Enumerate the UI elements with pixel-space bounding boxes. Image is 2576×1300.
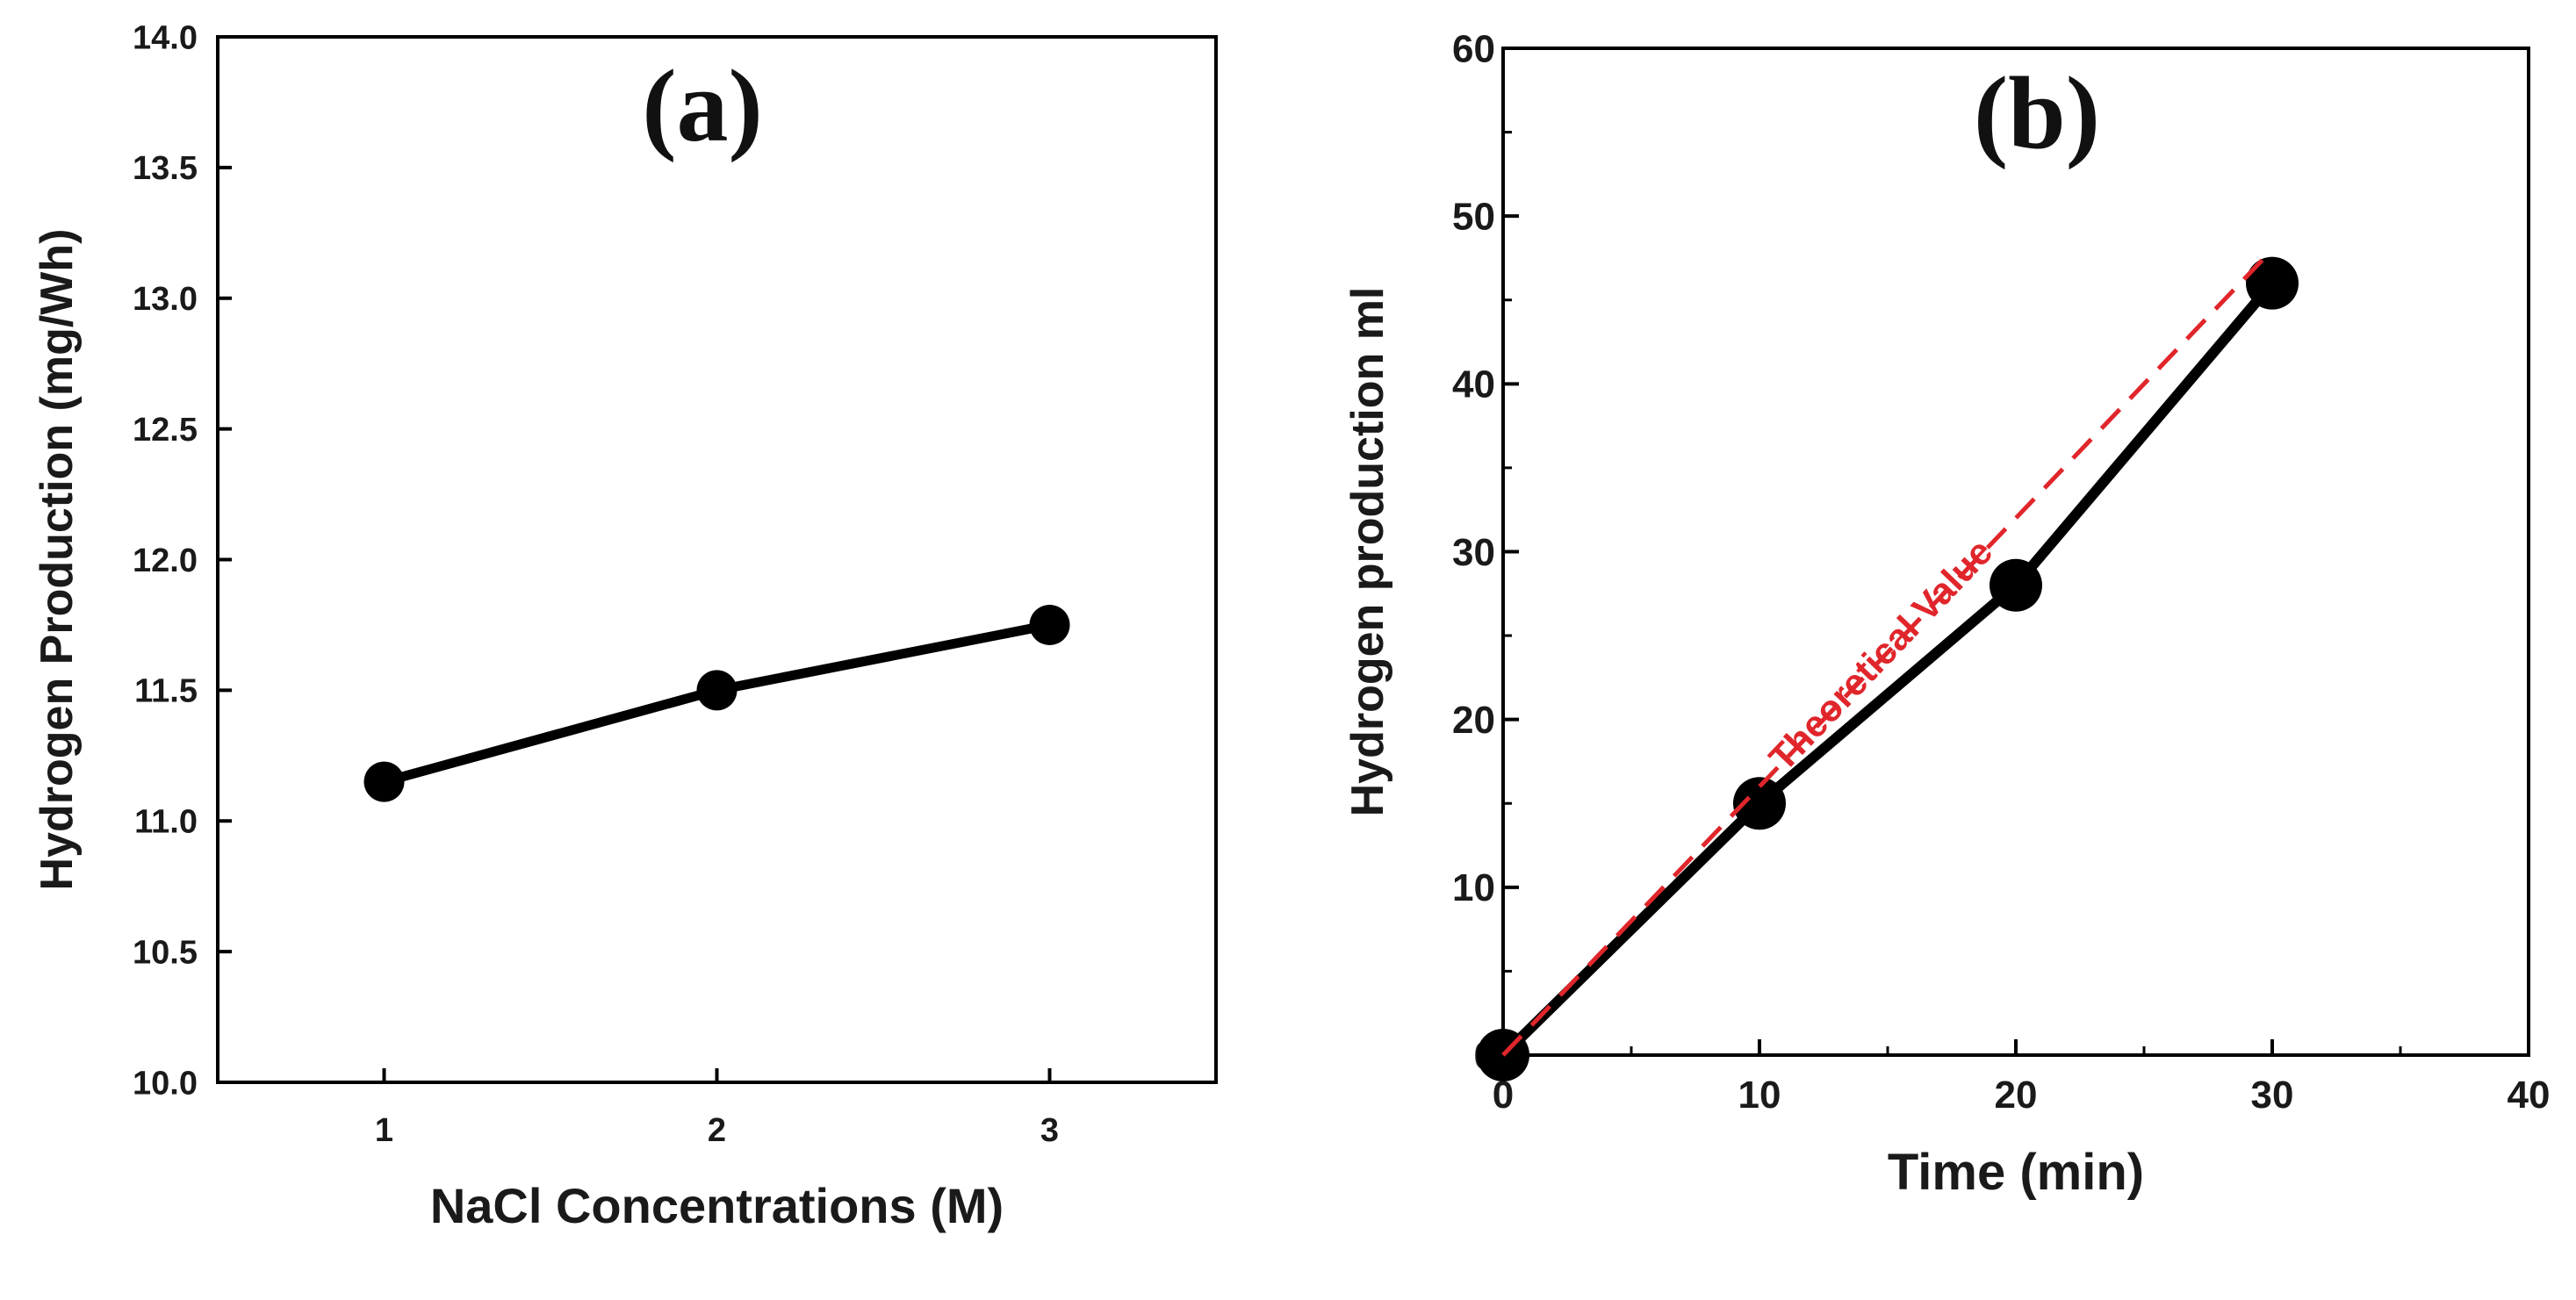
panel-a-y-tick-label: 11.0 (134, 804, 198, 841)
panel-a-data-point (363, 761, 405, 802)
panel-a-y-tick-label: 13.0 (133, 281, 198, 318)
panel-b-x-tick-label: 20 (1995, 1074, 2038, 1117)
panel-a-data-point (696, 670, 738, 711)
panel-b-data-point (1733, 777, 1786, 830)
panel-b-data-line (1499, 279, 2277, 1059)
panel-a-y-tick-label: 12.5 (133, 412, 198, 449)
panel-a-y-tick-label: 11.5 (134, 673, 198, 710)
panel-b-x-tick-label: 40 (2508, 1074, 2551, 1117)
panel-b-y-tick-label: 60 (1452, 27, 1495, 70)
panel-b-y-tick-label: 10 (1452, 866, 1495, 909)
panel-a-plot-frame (216, 35, 1218, 1084)
panel-b-theoretical-line (1501, 248, 2274, 1057)
panel-a-y-tick-label: 13.5 (133, 150, 198, 187)
panel-a-data-point (1029, 604, 1070, 645)
panel-b-y-tick-label: 40 (1452, 363, 1495, 406)
panel-b-data-point (1990, 558, 2042, 612)
panel-a-label: (a) (642, 48, 763, 163)
panel-b-data-point (2246, 256, 2299, 310)
panel-b-theoretical-value-label: Theoretical Value (1761, 531, 2001, 779)
panel-b-y-tick-label: 20 (1452, 699, 1495, 742)
panel-b-x-axis-title: Time (min) (1888, 1144, 2144, 1201)
panel-a-y-axis-title: Hydrogen Production (mg/Wh) (32, 229, 83, 891)
panel-a-x-axis-title: NaCl Concentrations (M) (430, 1178, 1004, 1233)
panel-a-y-tick-label: 12.0 (133, 542, 198, 579)
panel-a-y-tick-label: 10.5 (133, 934, 198, 971)
panel-a-y-tick-label: 10.0 (133, 1065, 198, 1102)
panel-b-x-tick-label: 30 (2251, 1074, 2294, 1117)
panel-a-x-tick-label: 2 (708, 1112, 726, 1149)
panel-b-label: (b) (1974, 55, 2100, 170)
panel-b-y-tick-label: 50 (1452, 196, 1495, 239)
panel-b-y-tick-label: 30 (1452, 531, 1495, 574)
panel-a-x-tick-label: 1 (375, 1112, 393, 1149)
panel-a-x-tick-label: 3 (1040, 1112, 1059, 1149)
panel-a-y-tick-label: 14.0 (133, 19, 198, 56)
panel-b-x-tick-label: 10 (1738, 1074, 1781, 1117)
panel-b-y-axis-title: Hydrogen production ml (1342, 287, 1393, 817)
